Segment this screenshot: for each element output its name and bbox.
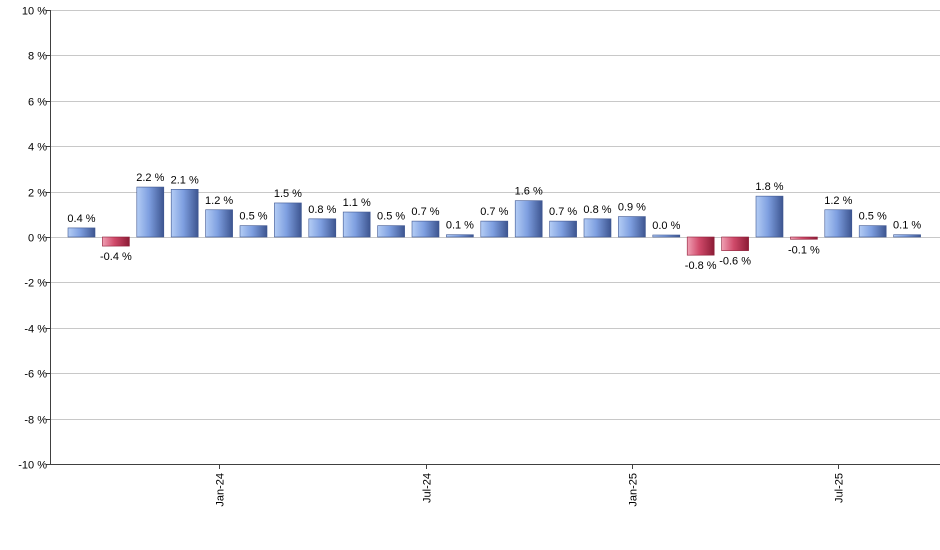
bar bbox=[790, 236, 818, 240]
data-label: 0.7 % bbox=[411, 206, 439, 218]
bar bbox=[239, 225, 268, 238]
data-label: 1.1 % bbox=[343, 197, 371, 209]
bar bbox=[721, 236, 749, 251]
data-label: 0.1 % bbox=[446, 220, 474, 232]
bar bbox=[102, 236, 130, 247]
data-label: 0.9 % bbox=[618, 202, 646, 214]
x-tick-label: Jan-24 bbox=[215, 473, 227, 507]
data-labels: 0.4 % -0.4 % 2.2 % 2.1 % 1.2 % 0.5 % 1.5 % 0.8 … bbox=[67, 172, 921, 272]
bar bbox=[411, 220, 440, 238]
data-label: 0.0 % bbox=[652, 220, 680, 232]
y-tick-label: 8 % bbox=[28, 51, 47, 63]
data-label: 0.1 % bbox=[893, 220, 921, 232]
data-label: 0.7 % bbox=[549, 206, 577, 218]
data-label: 0.7 % bbox=[480, 206, 508, 218]
bar bbox=[67, 227, 96, 238]
data-label: 2.2 % bbox=[136, 172, 164, 184]
data-label: 1.5 % bbox=[274, 188, 302, 200]
data-label: -0.1 % bbox=[788, 244, 820, 256]
data-label: -0.4 % bbox=[100, 251, 132, 263]
bar bbox=[308, 218, 337, 238]
y-tick-label: 4 % bbox=[28, 142, 47, 154]
data-label: -0.6 % bbox=[719, 256, 751, 268]
bar bbox=[893, 234, 921, 238]
data-label: -0.8 % bbox=[685, 260, 717, 272]
bar bbox=[136, 186, 165, 238]
bar bbox=[618, 216, 646, 238]
bar bbox=[583, 218, 612, 238]
data-label: 0.5 % bbox=[859, 211, 887, 223]
y-tick-label: -4 % bbox=[24, 324, 47, 336]
bar bbox=[205, 209, 233, 238]
bar bbox=[858, 225, 887, 238]
data-label: 1.2 % bbox=[824, 195, 852, 207]
bar bbox=[514, 200, 543, 238]
data-label: 1.6 % bbox=[515, 186, 543, 198]
data-label: 0.8 % bbox=[583, 204, 611, 216]
bar bbox=[480, 220, 509, 238]
y-tick-label: 2 % bbox=[28, 188, 47, 200]
y-tick-label: -10 % bbox=[18, 460, 47, 472]
y-tick-label: 10 % bbox=[22, 6, 47, 18]
bar bbox=[170, 189, 199, 238]
bar bbox=[274, 202, 302, 238]
data-label: 1.8 % bbox=[755, 181, 783, 193]
data-label: 0.5 % bbox=[377, 211, 405, 223]
data-label: 0.8 % bbox=[308, 204, 336, 216]
bar bbox=[549, 220, 577, 238]
y-tick-label: -6 % bbox=[24, 369, 47, 381]
bar bbox=[342, 211, 371, 238]
bar bbox=[755, 195, 784, 238]
x-tick-label: Jul-25 bbox=[834, 473, 846, 503]
y-tick-label: 6 % bbox=[28, 97, 47, 109]
x-tick-label: Jul-24 bbox=[422, 473, 434, 503]
bar bbox=[446, 234, 474, 238]
data-label: 2.1 % bbox=[171, 174, 199, 186]
y-tick-label: -2 % bbox=[24, 278, 47, 290]
y-tick-label: -8 % bbox=[24, 415, 47, 427]
bar bbox=[377, 225, 405, 238]
data-label: 1.2 % bbox=[205, 195, 233, 207]
y-tick-label: 0 % bbox=[28, 233, 47, 245]
x-axis: Jan-24 Jul-24 Jan-25 Jul-25 bbox=[50, 464, 940, 507]
data-label: 0.4 % bbox=[67, 213, 95, 225]
data-label: 0.5 % bbox=[239, 211, 267, 223]
bar bbox=[652, 234, 681, 238]
bar bbox=[686, 236, 715, 256]
x-tick-label: Jan-25 bbox=[628, 473, 640, 507]
y-axis: 10 % 8 % 6 % 4 % 2 % 0 % -2 % -4 % -6 % -8 % -10 % bbox=[18, 6, 51, 472]
bar bbox=[824, 209, 853, 238]
bars bbox=[67, 186, 921, 256]
